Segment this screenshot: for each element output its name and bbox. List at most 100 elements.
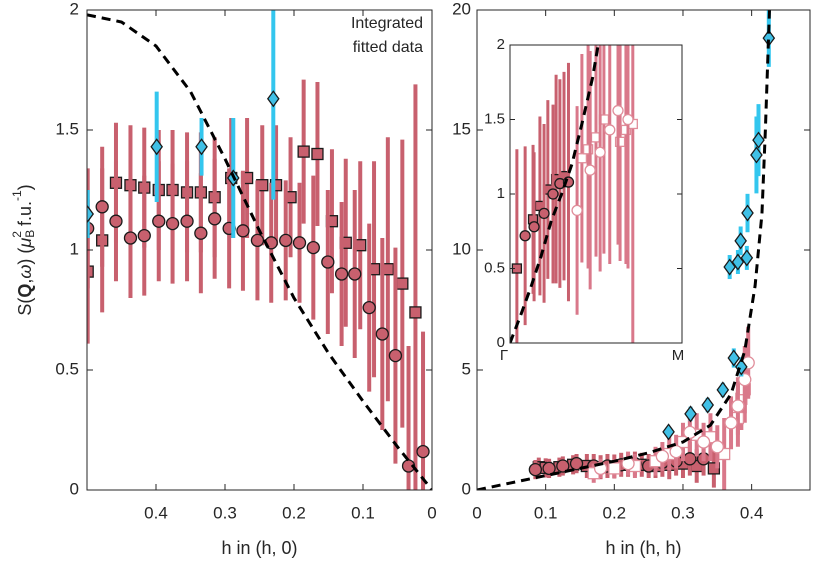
circle-marker (604, 124, 616, 136)
diamond-marker (752, 131, 765, 149)
y-tick-label: 15 (452, 119, 471, 138)
y-tick-label: 0 (497, 334, 505, 351)
y-tick-label: 10 (452, 239, 471, 258)
x-tick-label: 0.2 (602, 503, 626, 522)
square-marker (620, 124, 632, 136)
y-tick-label: 1 (70, 239, 79, 258)
y-tick-label: 5 (462, 359, 471, 378)
y-tick-label: 20 (452, 0, 471, 18)
annotation: fitted data (353, 39, 423, 56)
circle-marker (95, 200, 109, 214)
y-tick-label: 0.5 (484, 259, 505, 276)
y-tick-label: 2 (70, 0, 79, 18)
circle-marker (528, 462, 543, 477)
annotation: Integrated (351, 15, 423, 32)
square-marker (311, 147, 324, 161)
y-label-part: μ (15, 238, 35, 249)
circle-marker (292, 236, 307, 250)
circle-marker (669, 444, 683, 459)
diamond-marker (701, 396, 715, 414)
model-curve (87, 13, 432, 490)
square-marker (608, 462, 621, 475)
circle-marker (137, 228, 151, 243)
diamond-marker (150, 138, 163, 156)
diamond-marker (741, 204, 754, 222)
square-marker (576, 153, 588, 164)
plot-area (477, 10, 776, 490)
x-axis-label: h in (h, h) (605, 538, 681, 558)
circle-marker (348, 267, 362, 281)
circle-marker (123, 231, 138, 245)
circle-marker (683, 452, 697, 466)
diamond-marker (684, 405, 697, 423)
circle-marker (621, 456, 635, 471)
circle-marker (279, 233, 293, 248)
diamond-marker (734, 232, 747, 250)
circle-marker (416, 444, 430, 459)
x-tick-label: 0.3 (213, 503, 237, 522)
circle-marker (542, 461, 556, 476)
x-tick-label: 0 (472, 503, 481, 522)
circle-marker (321, 255, 335, 269)
x-tick-label: 0.4 (740, 503, 764, 522)
diamond-marker (266, 90, 280, 108)
diamond-marker (750, 146, 763, 164)
plot-area (510, 45, 638, 343)
circle-marker (571, 204, 583, 217)
diamond-marker (740, 249, 754, 267)
circle-marker (152, 214, 166, 228)
y-label-part: , (15, 279, 35, 284)
y-tick-label: 1.5 (55, 119, 79, 138)
circle-marker (334, 267, 349, 281)
y-tick-label: 1.5 (484, 110, 505, 127)
circle-marker (180, 214, 194, 228)
y-label-part: -1 (10, 190, 24, 201)
y-label-part: S( (15, 298, 35, 316)
x-axis-label: h in (h, 0) (221, 538, 297, 558)
circle-marker (622, 113, 634, 126)
circle-marker (612, 104, 624, 117)
square-marker (614, 136, 626, 148)
circle-marker (165, 216, 180, 231)
y-tick-label: 0.5 (55, 359, 79, 378)
circle-marker (556, 459, 570, 473)
square-marker (582, 144, 594, 155)
axes-frame (86, 9, 433, 491)
x-tick-label: 0.1 (351, 503, 375, 522)
diamond-marker (662, 423, 675, 441)
y-label-part: ) ( (15, 248, 35, 265)
x-tick-label: M (672, 347, 685, 364)
x-tick-label: 0.4 (144, 503, 168, 522)
circle-marker (584, 164, 596, 176)
y-tick-label: 0 (462, 479, 471, 498)
y-label-part: Q (15, 284, 35, 298)
model-curve (477, 10, 771, 490)
circle-marker (388, 348, 403, 363)
circle-marker (250, 233, 265, 248)
x-tick-label: Γ (500, 347, 508, 364)
y-label-part: 2 (10, 231, 24, 238)
y-label-part: f.u. (15, 201, 35, 231)
circle-marker (236, 224, 250, 238)
diamond-marker (87, 205, 94, 223)
square-marker (297, 145, 310, 158)
model-curve (510, 45, 600, 343)
y-axis-label: S(Q,ω) (μB2 f.u.-1) (10, 184, 37, 315)
y-tick-label: 1 (497, 185, 505, 202)
y-label-part: B (23, 230, 37, 238)
circle-marker (306, 240, 320, 255)
circle-marker (683, 425, 697, 440)
circle-marker (547, 188, 559, 200)
x-tick-label: 0.3 (671, 503, 695, 522)
diamond-marker (195, 138, 208, 156)
y-label-part: ) (15, 184, 35, 190)
circle-marker (594, 146, 606, 158)
square-marker (396, 277, 409, 290)
diamond-marker (735, 358, 748, 376)
circle-marker (109, 214, 123, 228)
circle-marker (207, 212, 222, 226)
circle-marker (731, 399, 745, 413)
diamond-marker (716, 381, 730, 399)
